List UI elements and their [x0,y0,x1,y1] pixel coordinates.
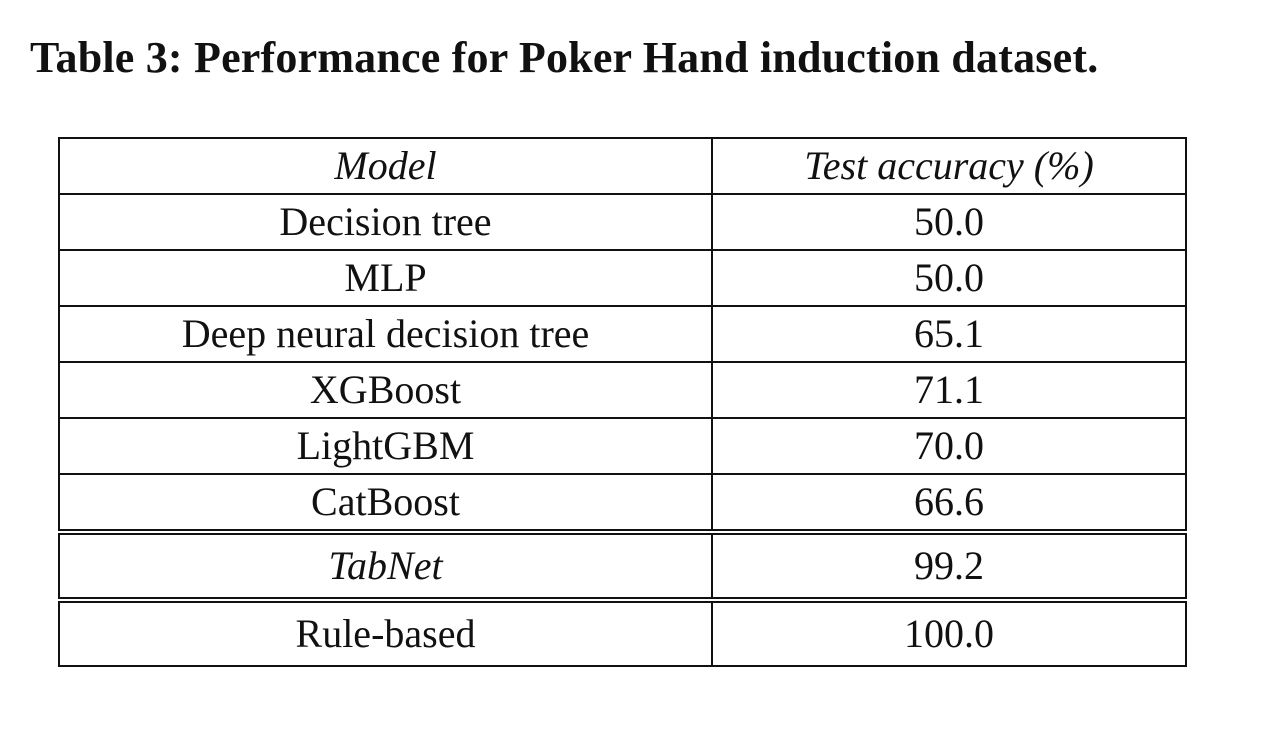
model-cell: Decision tree [58,193,713,251]
accuracy-cell: 66.6 [711,473,1187,533]
table-caption-label: Table 3: [30,33,183,82]
table-caption: Table 3: Performance for Poker Hand indu… [30,30,1098,86]
table-row: Decision tree 50.0 [58,193,1187,251]
accuracy-cell: 50.0 [711,249,1187,307]
table-caption-text: Performance for Poker Hand induction dat… [194,33,1099,82]
results-table: Model Test accuracy (%) Decision tree 50… [58,137,1187,667]
model-cell: Deep neural decision tree [58,305,713,363]
table-row: MLP 50.0 [58,249,1187,307]
header-test-accuracy: Test accuracy (%) [711,137,1187,195]
model-cell-rule-based: Rule-based [58,597,713,667]
accuracy-cell-rule-based: 100.0 [711,597,1187,667]
accuracy-cell: 50.0 [711,193,1187,251]
model-cell-tabnet: TabNet [58,529,713,601]
table-row-tabnet: TabNet 99.2 [58,529,1187,601]
table-header-row: Model Test accuracy (%) [58,137,1187,195]
model-cell: LightGBM [58,417,713,475]
model-cell: CatBoost [58,473,713,533]
table-row: CatBoost 66.6 [58,473,1187,533]
header-model: Model [58,137,713,195]
model-cell: MLP [58,249,713,307]
accuracy-cell: 71.1 [711,361,1187,419]
table-row: XGBoost 71.1 [58,361,1187,419]
table-row-rule-based: Rule-based 100.0 [58,597,1187,667]
accuracy-cell: 65.1 [711,305,1187,363]
model-cell: XGBoost [58,361,713,419]
accuracy-cell-tabnet: 99.2 [711,529,1187,601]
table-row: Deep neural decision tree 65.1 [58,305,1187,363]
table-row: LightGBM 70.0 [58,417,1187,475]
accuracy-cell: 70.0 [711,417,1187,475]
